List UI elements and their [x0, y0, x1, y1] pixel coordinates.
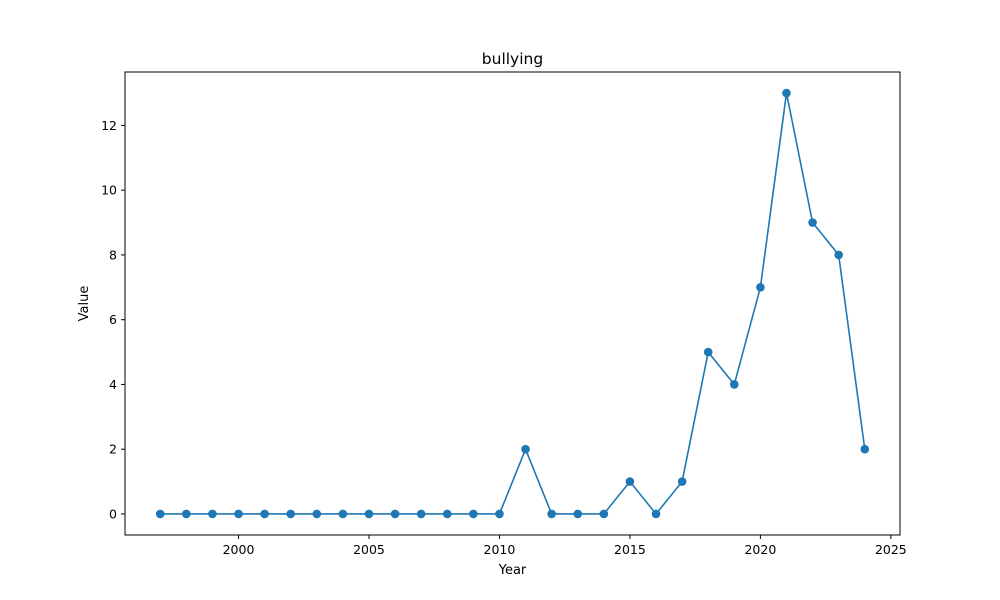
data-point [651, 509, 661, 519]
x-tick-label: 2005 [353, 542, 385, 557]
data-point [286, 509, 295, 519]
data-point [521, 444, 530, 454]
x-tick-label: 2020 [744, 542, 776, 557]
data-point [390, 509, 400, 519]
y-tick-label: 6 [109, 312, 117, 327]
y-axis: 0 2 4 6 8 10 12 [101, 118, 125, 521]
data-point [599, 509, 609, 519]
x-tick-label: 2015 [614, 542, 646, 557]
series-layer [155, 88, 870, 519]
data-point [573, 509, 583, 519]
data-point [234, 509, 243, 519]
data-point [469, 509, 478, 519]
data-point [416, 509, 426, 519]
data-point [730, 380, 739, 389]
data-point [495, 509, 504, 519]
x-tick-label: 2000 [223, 542, 255, 557]
data-point [860, 444, 870, 454]
y-tick-label: 10 [101, 183, 117, 198]
data-point [677, 477, 687, 486]
data-point [756, 283, 765, 292]
data-point [338, 509, 348, 519]
data-point [547, 509, 556, 519]
y-tick-label: 0 [109, 506, 117, 521]
data-point [312, 509, 322, 519]
x-axis-label: Year [498, 563, 527, 578]
series-line [160, 92, 866, 515]
x-tick-label: 2010 [484, 542, 516, 557]
data-point [182, 509, 191, 519]
y-tick-label: 12 [101, 118, 117, 133]
data-point [364, 509, 374, 519]
data-point [208, 509, 217, 519]
y-tick-label: 2 [109, 442, 117, 457]
plot-frame [124, 71, 901, 536]
x-axis: 2000 2005 2010 2015 2020 2025 [223, 535, 907, 557]
y-tick-label: 4 [109, 377, 117, 392]
data-point [782, 88, 791, 98]
y-tick-label: 8 [109, 247, 117, 262]
data-point [442, 509, 452, 519]
chart-title: bullying [482, 50, 543, 68]
data-point [625, 477, 635, 486]
data-point [703, 347, 713, 357]
y-axis-label: Value [77, 286, 92, 322]
x-tick-label: 2025 [875, 542, 907, 557]
data-point [808, 218, 817, 227]
data-point [834, 250, 843, 260]
data-point [260, 509, 269, 519]
data-point [155, 509, 165, 519]
